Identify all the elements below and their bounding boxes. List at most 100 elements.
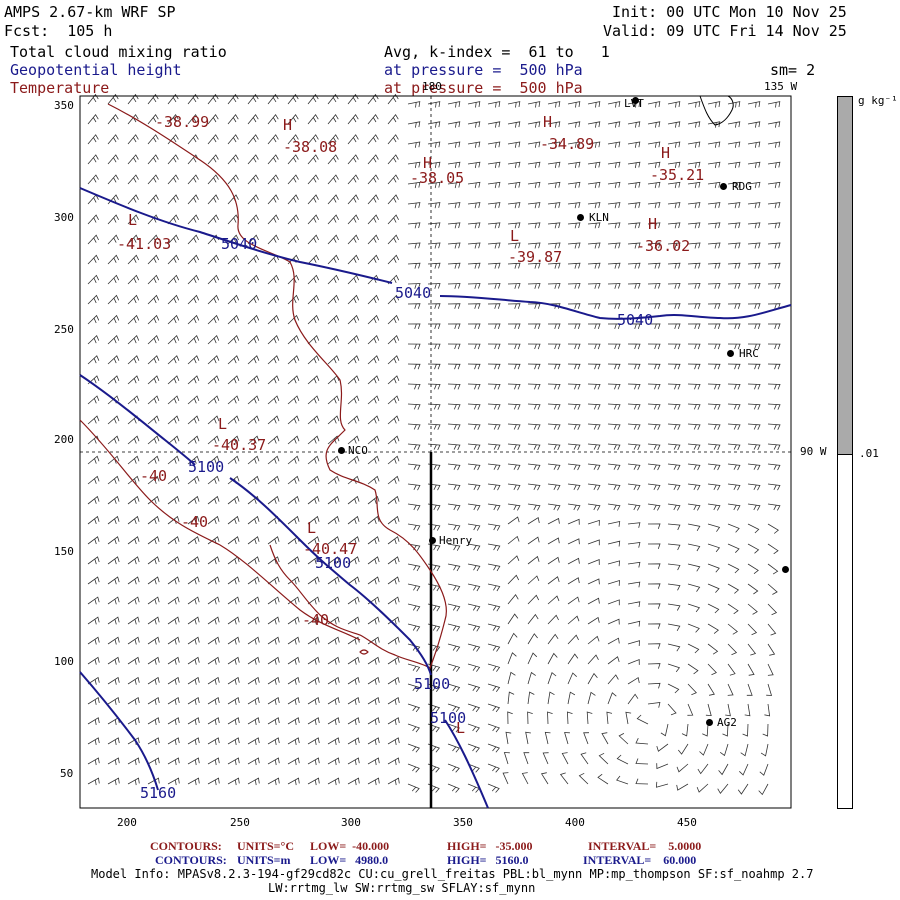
- wind-barb: [601, 732, 609, 745]
- temp-label: -34.89: [540, 135, 595, 153]
- wind-barb: [207, 415, 220, 425]
- wind-barb: [567, 596, 580, 605]
- wind-barb: [267, 757, 280, 766]
- wind-barb: [583, 732, 590, 745]
- wind-barb: [607, 520, 621, 527]
- wind-barb: [347, 415, 360, 425]
- wind-barb: [267, 214, 279, 225]
- wind-barb: [427, 383, 441, 390]
- wind-barb: [347, 455, 360, 465]
- wind-barb: [587, 303, 601, 309]
- wind-barb: [487, 703, 501, 713]
- wind-barb: [527, 121, 541, 128]
- wind-barb: [127, 697, 140, 705]
- wind-barb: [567, 443, 581, 451]
- wind-barb: [327, 697, 340, 705]
- wind-barb: [547, 423, 561, 430]
- wind-barb: [287, 435, 300, 445]
- lon-label-90w: 90 W: [800, 445, 827, 458]
- wind-barb: [667, 523, 681, 531]
- wind-barb: [567, 691, 576, 705]
- wind-barb: [507, 363, 521, 370]
- wind-barb: [387, 154, 399, 165]
- wind-barb: [747, 623, 758, 636]
- wind-barb: [747, 603, 758, 615]
- model-title: AMPS 2.67-km WRF SP: [4, 3, 176, 21]
- wind-barb: [447, 683, 461, 693]
- wind-barb: [747, 283, 761, 289]
- wind-barb: [627, 542, 641, 548]
- wind-barb: [207, 214, 219, 225]
- wind-barb: [187, 495, 200, 505]
- wind-barb: [127, 455, 140, 465]
- wind-barb: [667, 343, 681, 350]
- wind-barb: [307, 274, 320, 285]
- wind-barb: [307, 335, 320, 345]
- wind-barb: [467, 403, 481, 410]
- wind-barb: [227, 777, 240, 786]
- wind-barb: [660, 723, 669, 737]
- wind-barb: [507, 141, 521, 148]
- wind-barb: [767, 161, 781, 169]
- wind-barb: [767, 242, 781, 249]
- wind-barb: [467, 141, 481, 148]
- wind-barb: [647, 363, 661, 370]
- wind-barb: [287, 697, 300, 705]
- wind-barb: [207, 737, 220, 745]
- wind-barb: [407, 743, 420, 753]
- wind-barb: [587, 616, 600, 625]
- wind-barb: [407, 403, 421, 410]
- high-marker: H: [543, 113, 553, 131]
- wind-barb: [487, 383, 501, 390]
- wind-barb: [307, 294, 320, 305]
- wind-barb: [207, 194, 219, 205]
- wind-barb: [567, 262, 581, 269]
- wind-barb: [147, 676, 160, 685]
- wind-barb: [367, 154, 379, 165]
- wind-barb: [167, 194, 179, 205]
- wind-barb: [687, 101, 701, 108]
- wind-barb: [387, 134, 399, 145]
- wind-barb: [227, 174, 239, 185]
- wind-barb: [607, 540, 621, 547]
- wind-barb: [87, 777, 100, 786]
- wind-barb: [307, 697, 320, 705]
- wind-barb: [167, 757, 180, 766]
- wind-barb: [567, 202, 581, 209]
- wind-barb: [667, 463, 681, 471]
- wind-barb: [367, 616, 380, 625]
- wind-barb: [467, 603, 481, 612]
- wind-barb: [717, 783, 729, 794]
- wind-barb: [507, 443, 521, 451]
- wind-barb: [147, 93, 159, 105]
- wind-barb: [147, 697, 160, 705]
- low-marker: L: [128, 211, 138, 229]
- wind-barb: [687, 283, 701, 289]
- wind-barb: [167, 254, 180, 265]
- wind-barb: [587, 363, 601, 370]
- wind-barb: [407, 423, 421, 430]
- wind-barb: [627, 141, 641, 148]
- wind-barb: [667, 503, 681, 511]
- wind-barb: [747, 242, 761, 249]
- wind-barb: [347, 234, 359, 245]
- wind-barb: [347, 495, 360, 505]
- wind-barb: [607, 618, 620, 625]
- wind-barb: [667, 543, 681, 551]
- wind-barb: [207, 455, 220, 465]
- wind-barb: [247, 596, 260, 605]
- wind-barb: [564, 732, 570, 745]
- wind-barb: [107, 697, 120, 705]
- wind-barb: [635, 778, 649, 785]
- wind-barb: [687, 121, 701, 128]
- wind-barb: [307, 676, 320, 685]
- wind-barb: [107, 576, 120, 585]
- wind-barb: [676, 783, 689, 791]
- wind-barb: [467, 763, 480, 773]
- wind-barb: [527, 613, 539, 625]
- wind-barb: [687, 343, 701, 350]
- wind-barb: [547, 363, 561, 370]
- wind-barb: [427, 763, 440, 773]
- wind-barb: [227, 757, 240, 766]
- wind-barb: [187, 415, 200, 425]
